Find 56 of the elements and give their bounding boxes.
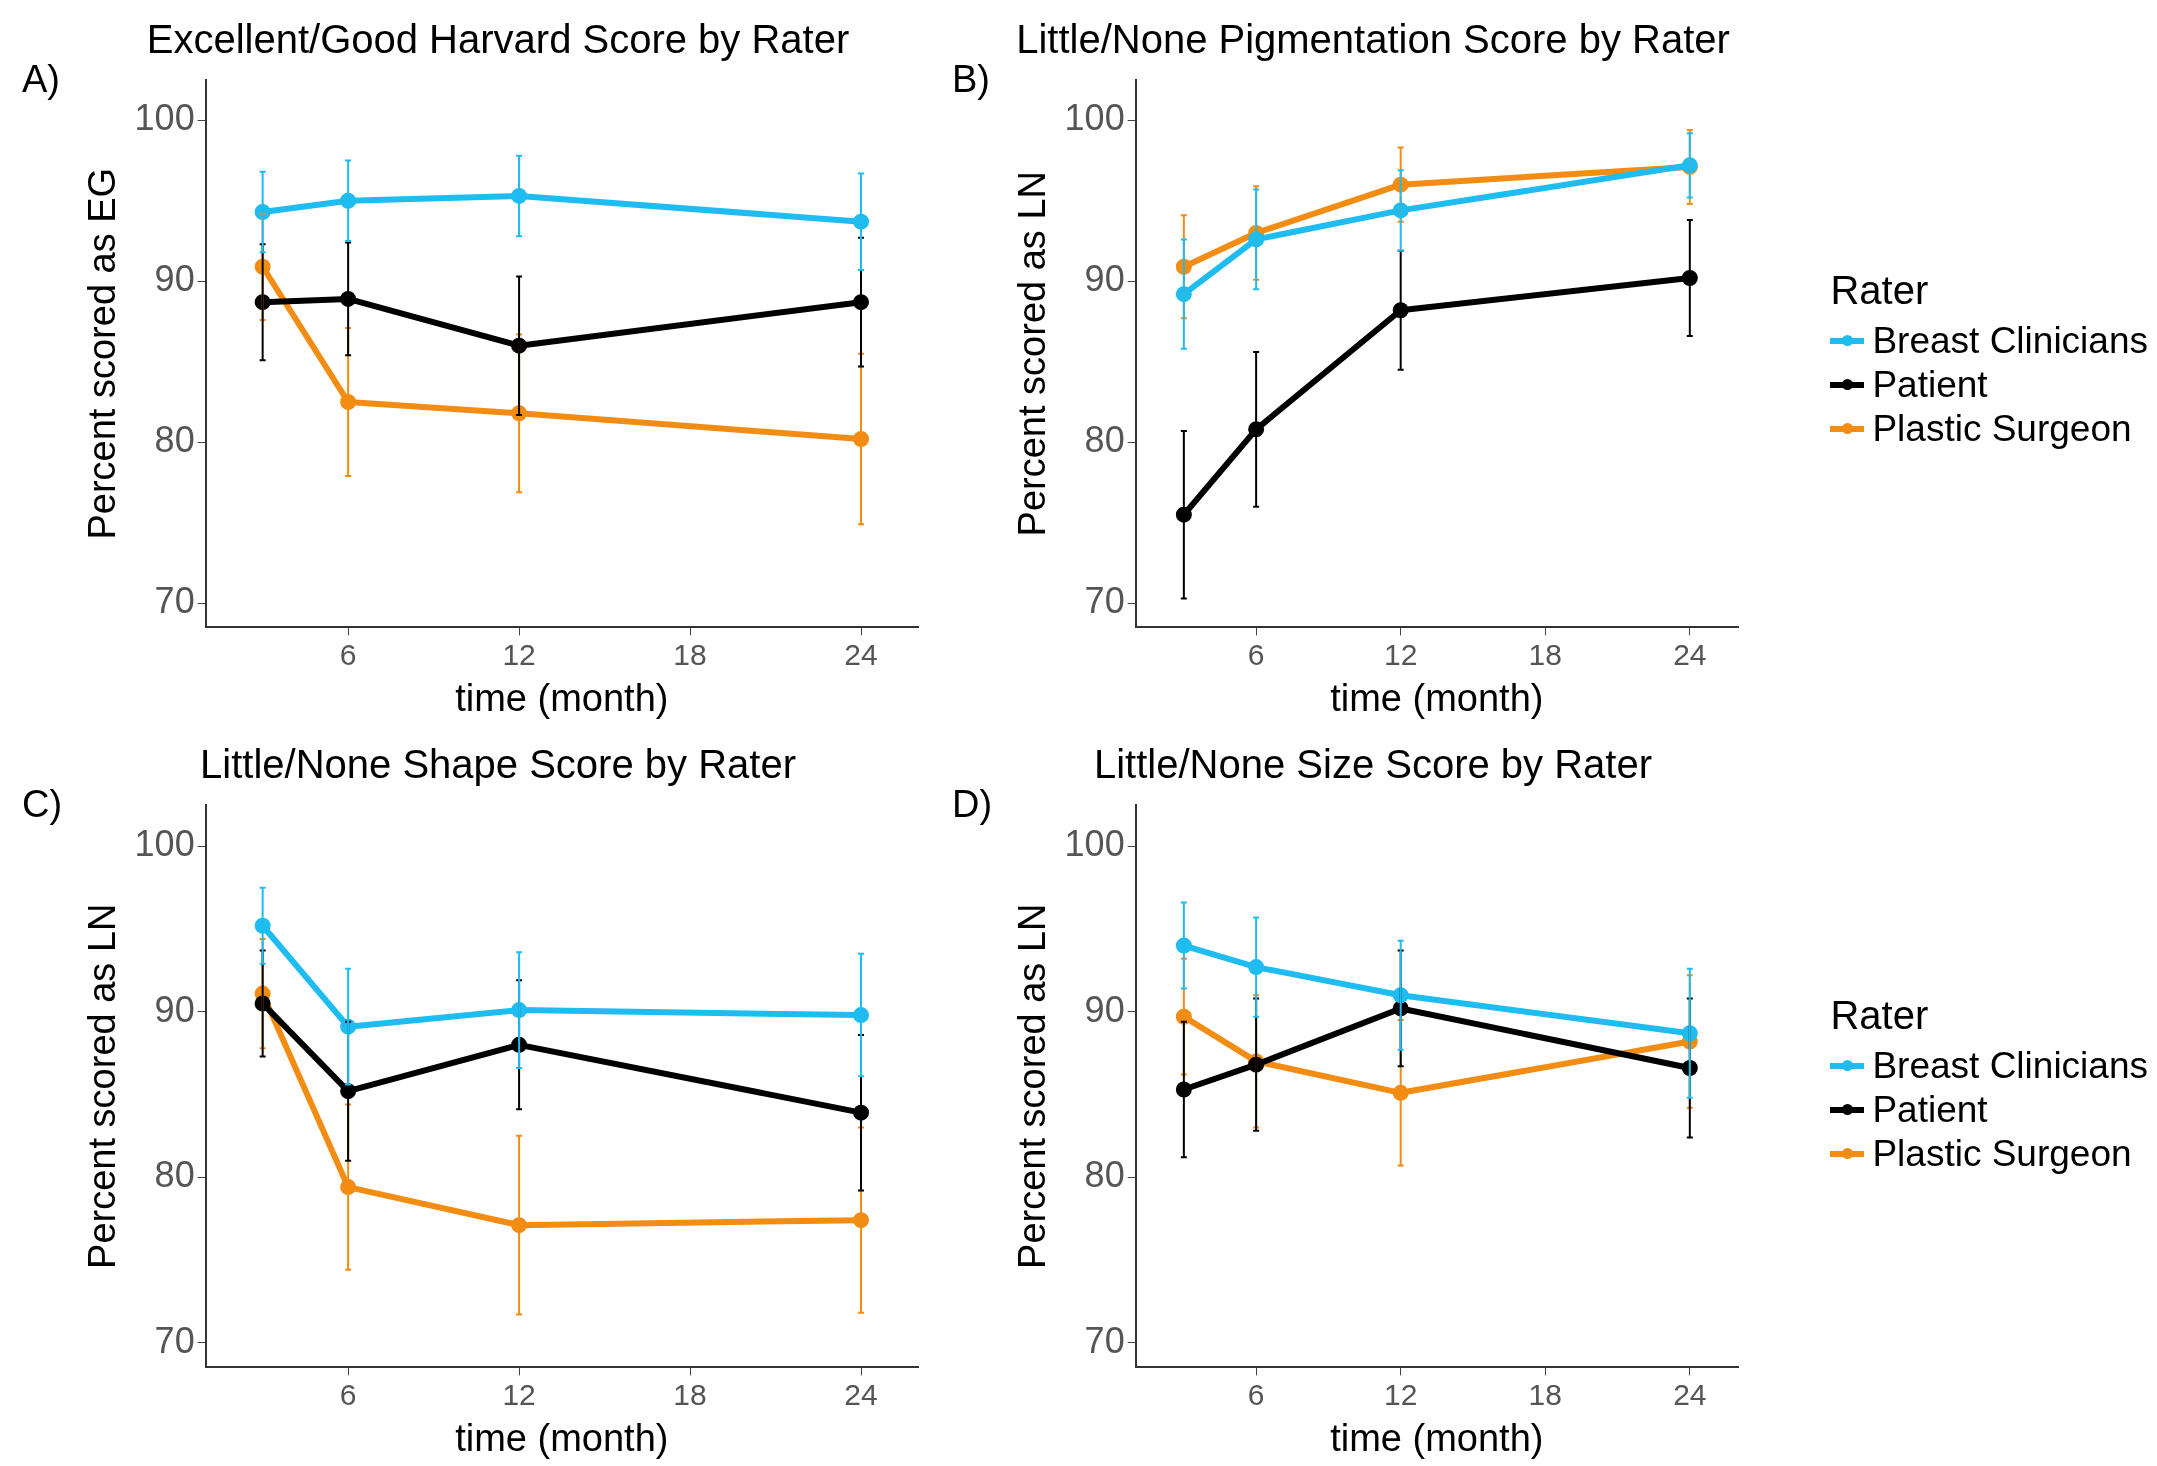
text: D) bbox=[952, 783, 993, 826]
y-axis-title: Percent scored as LN bbox=[1011, 171, 1054, 537]
x-axis-title: time (month) bbox=[1330, 1416, 1544, 1459]
y-tick-label: 100 bbox=[134, 823, 195, 865]
y-tick-label: 80 bbox=[154, 1154, 195, 1196]
y-tick-label: 80 bbox=[1084, 419, 1125, 461]
y-tick-label: 80 bbox=[154, 419, 195, 461]
y-tick-label: 70 bbox=[154, 580, 195, 622]
y-tick-label: 90 bbox=[1084, 988, 1125, 1030]
chart-title: Little/None Pigmentation Score by Rater bbox=[1016, 17, 1730, 62]
x-tick-label: 12 bbox=[502, 637, 536, 671]
text: A) bbox=[22, 58, 60, 101]
y-tick-label: 90 bbox=[154, 258, 195, 300]
legend-label: Plastic Surgeon bbox=[1872, 1132, 2132, 1176]
x-axis-title: time (month) bbox=[455, 676, 669, 719]
x-tick-label: 12 bbox=[502, 1377, 536, 1411]
y-tick-label: 80 bbox=[1084, 1154, 1125, 1196]
x-tick-label: 12 bbox=[1384, 1377, 1418, 1411]
x-tick-label: 18 bbox=[673, 637, 707, 671]
y-axis-title: Percent scored as EG bbox=[81, 167, 124, 540]
x-tick-label: 24 bbox=[1673, 1377, 1707, 1411]
x-tick-label: 18 bbox=[1528, 1377, 1562, 1411]
chart-title: Little/None Shape Score by Rater bbox=[200, 742, 796, 787]
y-tick-label: 100 bbox=[1064, 97, 1125, 139]
y-axis-title: Percent scored as LN bbox=[81, 903, 124, 1269]
text: C) bbox=[22, 783, 63, 826]
chart-title: Excellent/Good Harvard Score by Rater bbox=[146, 17, 850, 62]
legend-title: Rater bbox=[1830, 993, 1930, 1038]
legend-label: Breast Clinicians bbox=[1872, 1044, 2148, 1088]
x-axis-title: time (month) bbox=[455, 1416, 669, 1459]
x-tick-label: 18 bbox=[1528, 637, 1562, 671]
chart-title: Little/None Size Score by Rater bbox=[1093, 742, 1653, 787]
x-tick-label: 12 bbox=[1384, 637, 1418, 671]
x-tick-label: 24 bbox=[1673, 637, 1707, 671]
y-axis-title: Percent scored as LN bbox=[1011, 903, 1054, 1269]
x-tick-label: 24 bbox=[844, 637, 878, 671]
x-tick-label: 6 bbox=[1247, 637, 1265, 671]
legend-label: Patient bbox=[1872, 1088, 1988, 1132]
y-tick-label: 90 bbox=[154, 988, 195, 1030]
y-tick-label: 90 bbox=[1084, 258, 1125, 300]
x-tick-label: 24 bbox=[844, 1377, 878, 1411]
legend-title: Rater bbox=[1830, 268, 1930, 313]
x-tick-label: 6 bbox=[339, 637, 357, 671]
y-tick-label: 70 bbox=[1084, 1319, 1125, 1361]
x-tick-label: 18 bbox=[673, 1377, 707, 1411]
legend-label: Patient bbox=[1872, 363, 1988, 407]
x-tick-label: 6 bbox=[1247, 1377, 1265, 1411]
y-tick-label: 100 bbox=[134, 97, 195, 139]
y-tick-label: 100 bbox=[1064, 823, 1125, 865]
legend-label: Plastic Surgeon bbox=[1872, 407, 2132, 451]
y-tick-label: 70 bbox=[154, 1319, 195, 1361]
legend-label: Breast Clinicians bbox=[1872, 319, 2148, 363]
x-axis-title: time (month) bbox=[1330, 676, 1544, 719]
x-tick-label: 6 bbox=[339, 1377, 357, 1411]
y-tick-label: 70 bbox=[1084, 580, 1125, 622]
text: B) bbox=[952, 58, 990, 101]
